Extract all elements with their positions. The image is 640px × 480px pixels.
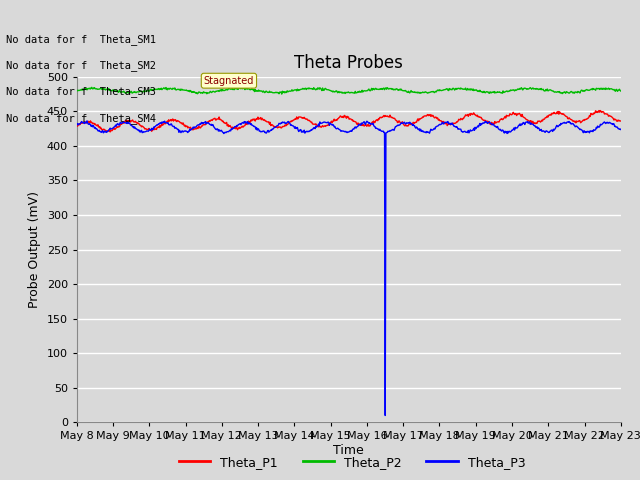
Legend: Theta_P1, Theta_P2, Theta_P3: Theta_P1, Theta_P2, Theta_P3 (173, 451, 531, 474)
Text: No data for f  Theta_SM1: No data for f Theta_SM1 (6, 34, 156, 45)
Text: No data for f  Theta_SM2: No data for f Theta_SM2 (6, 60, 156, 71)
Y-axis label: Probe Output (mV): Probe Output (mV) (28, 191, 41, 308)
Text: No data for f  Theta_SM3: No data for f Theta_SM3 (6, 86, 156, 97)
Text: No data for f  Theta_SM4: No data for f Theta_SM4 (6, 113, 156, 124)
X-axis label: Time: Time (333, 444, 364, 457)
Title: Theta Probes: Theta Probes (294, 54, 403, 72)
Text: Stagnated: Stagnated (204, 76, 254, 86)
